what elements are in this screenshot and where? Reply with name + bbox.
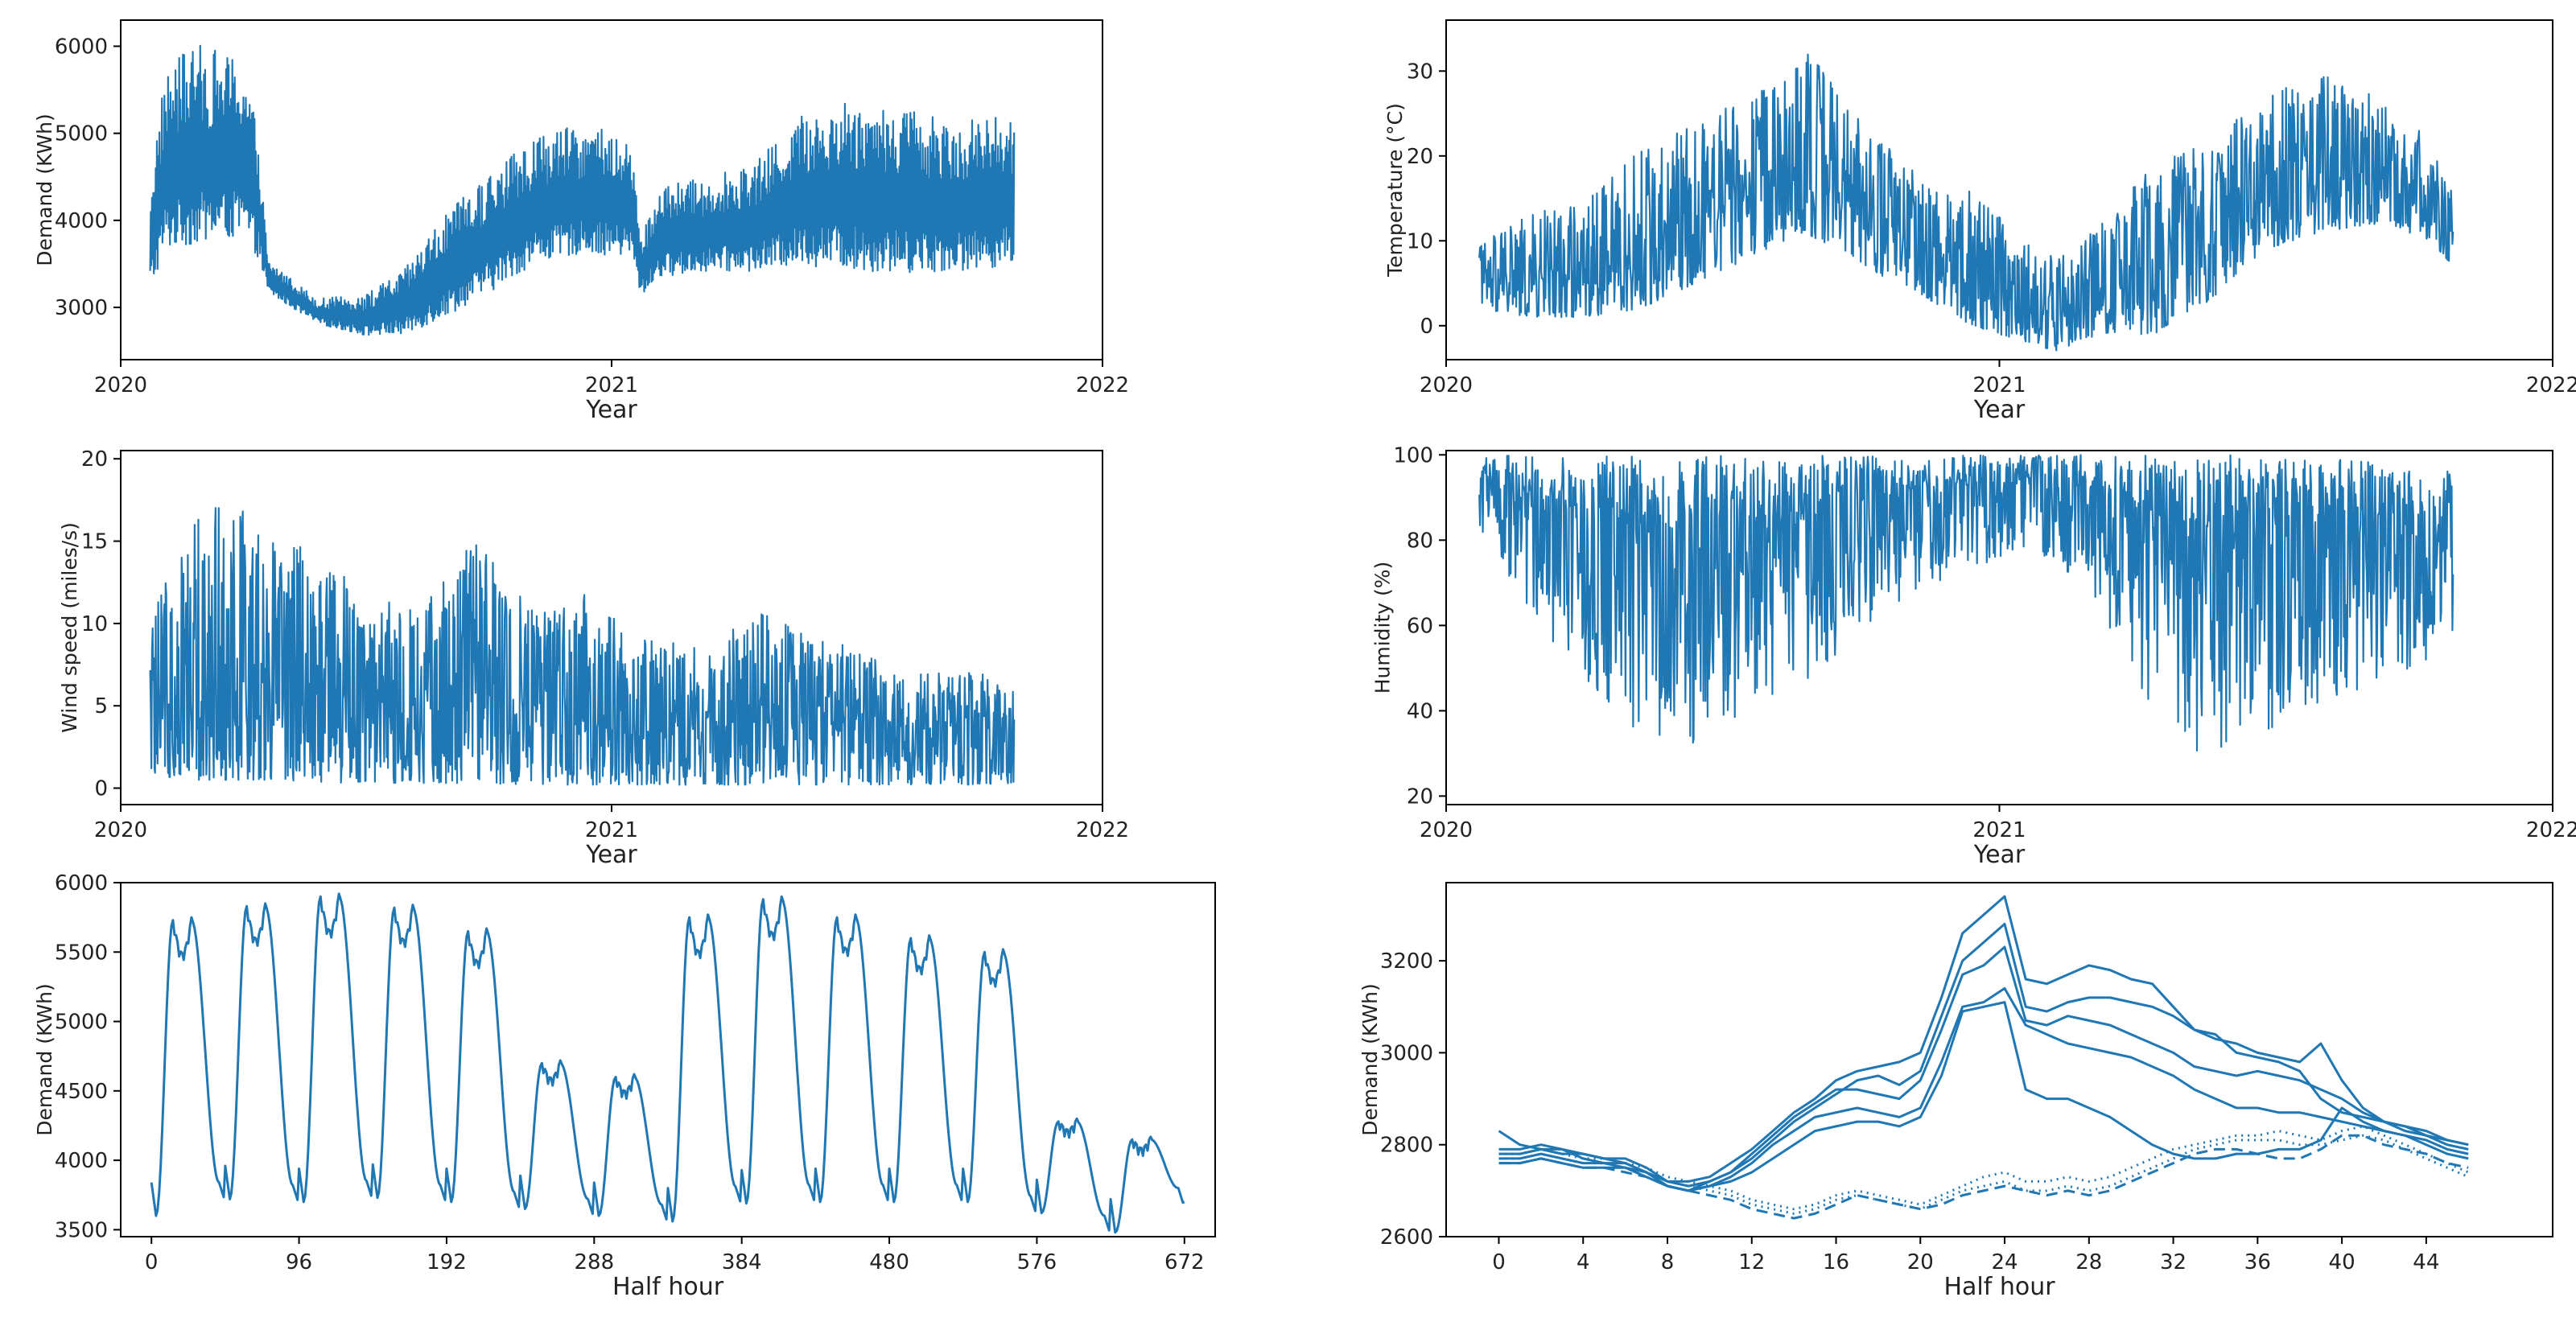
- y-tick-label: 10: [81, 612, 108, 636]
- y-tick-label: 5000: [55, 122, 108, 146]
- x-tick-label: 28: [2075, 1250, 2102, 1274]
- y-tick-label: 4000: [55, 209, 108, 233]
- x-tick-label: 2022: [1076, 818, 1129, 842]
- y-tick-label: 20: [81, 447, 108, 471]
- x-tick-label: 2020: [1420, 373, 1473, 397]
- x-axis-label: Year: [585, 841, 637, 869]
- x-axis-label: Year: [585, 396, 637, 424]
- x-tick-label: 2022: [2526, 818, 2576, 842]
- y-tick-label: 5: [94, 694, 108, 719]
- y-axis-label: Demand (KWh): [1358, 983, 1382, 1136]
- x-tick-label: 16: [1823, 1250, 1849, 1274]
- x-axis-label: Year: [1973, 396, 2026, 424]
- series-day-6: [1498, 1134, 2469, 1215]
- x-tick-label: 8: [1661, 1250, 1675, 1274]
- y-tick-label: 0: [94, 777, 108, 801]
- y-tick-label: 3500: [55, 1218, 108, 1242]
- x-axis-label: Year: [1973, 841, 2026, 869]
- x-tick-label: 0: [145, 1250, 159, 1274]
- series-day-8: [1498, 1125, 2469, 1211]
- y-tick-label: 2600: [1380, 1225, 1433, 1250]
- plot-area: [1478, 53, 2454, 352]
- y-tick-label: 60: [1407, 614, 1433, 638]
- x-tick-label: 12: [1738, 1250, 1765, 1274]
- y-tick-label: 80: [1407, 529, 1433, 553]
- series-day-7: [1498, 1134, 2469, 1220]
- y-tick-label: 30: [1407, 60, 1433, 84]
- y-tick-label: 6000: [55, 35, 108, 59]
- plot-area: [149, 507, 1016, 786]
- series-line: [149, 44, 1016, 336]
- x-tick-label: 20: [1907, 1250, 1934, 1274]
- y-tick-label: 100: [1393, 443, 1433, 467]
- plot-area: [150, 892, 1185, 1234]
- series-day-5: [1498, 1001, 2469, 1192]
- series-day-3: [1498, 945, 2469, 1188]
- y-axis-label: Demand (KWh): [33, 113, 56, 266]
- y-axis-label: Wind speed (miles/s): [58, 522, 81, 733]
- x-tick-label: 40: [2329, 1250, 2355, 1274]
- x-axis-label: Half hour: [1943, 1273, 2055, 1301]
- y-axis-label: Humidity (%): [1371, 562, 1395, 694]
- x-tick-label: 192: [427, 1250, 467, 1274]
- axes-frame: [1445, 882, 2553, 1237]
- panel-demand-halfhour-days: 0 4 8 12 16 20 24 28 32 36 40 44 2600 2800 3000 3200 Hal…: [1358, 882, 2553, 1301]
- plot-area: [1498, 895, 2469, 1220]
- series-line: [150, 892, 1185, 1234]
- panel-temperature-year: 2020 2021 2022 0 10 20 30 Year Temperature (°C): [1383, 19, 2576, 424]
- y-tick-label: 4500: [55, 1080, 108, 1104]
- y-tick-label: 3000: [55, 296, 108, 320]
- x-tick-label: 2021: [1972, 373, 2026, 397]
- panel-humidity-year: 2020 2021 2022 20 40 60 80 100 Year Humidity (%): [1371, 443, 2576, 869]
- y-axis-label: Temperature (°C): [1383, 103, 1407, 278]
- y-tick-label: 3000: [1380, 1041, 1433, 1065]
- y-tick-label: 2800: [1380, 1134, 1433, 1158]
- x-tick-label: 480: [869, 1250, 909, 1274]
- y-tick-label: 10: [1407, 229, 1433, 253]
- x-tick-label: 288: [574, 1250, 614, 1274]
- x-tick-label: 2020: [94, 373, 147, 397]
- x-tick-label: 672: [1164, 1250, 1205, 1274]
- x-tick-label: 2021: [585, 818, 638, 842]
- x-tick-label: 32: [2160, 1250, 2187, 1274]
- series-line: [1478, 53, 2454, 352]
- series-day-1: [1498, 895, 2469, 1183]
- y-tick-label: 6000: [55, 871, 108, 896]
- plot-area: [149, 44, 1016, 336]
- x-tick-label: 36: [2244, 1250, 2271, 1274]
- x-axis-label: Half hour: [612, 1273, 724, 1301]
- y-axis-label: Demand (KWh): [33, 983, 56, 1136]
- x-tick-label: 2020: [94, 818, 147, 842]
- y-tick-label: 20: [1407, 784, 1433, 809]
- x-tick-label: 4: [1577, 1250, 1590, 1274]
- x-tick-label: 576: [1017, 1250, 1057, 1274]
- series-line: [1478, 454, 2454, 751]
- series-line: [149, 507, 1016, 786]
- y-tick-label: 20: [1407, 145, 1433, 169]
- x-tick-label: 2022: [1076, 373, 1129, 397]
- y-tick-label: 3200: [1380, 949, 1433, 974]
- y-tick-label: 5000: [55, 1011, 108, 1035]
- x-tick-label: 2020: [1420, 818, 1473, 842]
- y-tick-label: 15: [81, 530, 108, 554]
- y-tick-label: 40: [1407, 699, 1433, 723]
- x-tick-label: 0: [1492, 1250, 1506, 1274]
- axes-frame: [120, 882, 1216, 1237]
- x-tick-label: 44: [2413, 1250, 2439, 1274]
- panel-demand-year: 2020 2021 2022 3000 4000 5000 6000 Year Demand (…: [33, 19, 1129, 424]
- panel-demand-halfhour-week: 0 96 192 288 384 480 576 672 3500 4000 4500 5000 550…: [33, 871, 1216, 1301]
- x-tick-label: 2021: [585, 373, 638, 397]
- panel-wind-year: 2020 2021 2022 0 5 10 15 20 Year Wind speed (mile…: [58, 447, 1129, 869]
- plot-area: [1478, 454, 2454, 751]
- y-tick-label: 4000: [55, 1149, 108, 1173]
- y-tick-label: 0: [1420, 315, 1433, 339]
- x-tick-label: 2021: [1972, 818, 2026, 842]
- x-tick-label: 24: [1992, 1250, 2018, 1274]
- series-day-4: [1498, 986, 2469, 1192]
- x-tick-label: 2022: [2526, 373, 2576, 397]
- y-tick-label: 5500: [55, 941, 108, 965]
- x-tick-label: 96: [286, 1250, 312, 1274]
- x-tick-label: 384: [722, 1250, 762, 1274]
